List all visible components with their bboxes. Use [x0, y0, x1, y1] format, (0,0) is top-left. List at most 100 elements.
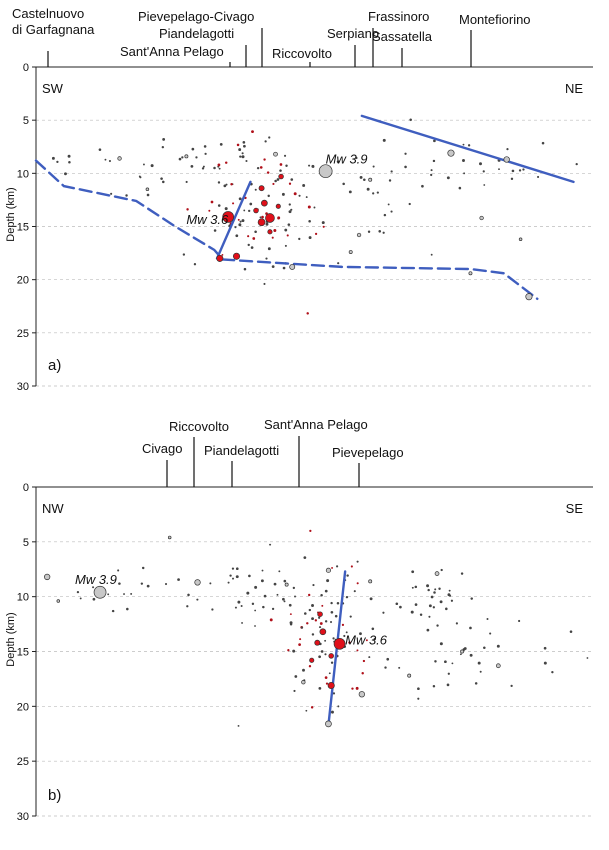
hypocenter-gray	[460, 649, 465, 654]
hypocenter-dot	[410, 610, 414, 614]
hypocenter-gray	[56, 599, 61, 603]
hypocenter-red	[253, 207, 259, 214]
hypocenter-dot	[260, 579, 264, 583]
hypocenter-dot	[372, 192, 375, 195]
hypocenter-dot	[161, 145, 165, 149]
hypocenter-gray	[301, 680, 306, 685]
hypocenter-dot	[318, 626, 322, 629]
hypocenter-dot	[242, 141, 246, 144]
hypocenter-dot	[324, 589, 328, 593]
hypocenter-dot	[432, 684, 436, 688]
hypocenter-dot	[265, 257, 268, 260]
hypocenter-gray	[184, 154, 189, 159]
hypocenter-dot	[264, 140, 267, 143]
hypocenter-dot	[328, 672, 331, 675]
hypocenter-dot	[209, 582, 212, 585]
hypocenter-dot	[235, 575, 239, 579]
hypocenter-dot	[269, 618, 273, 622]
hypocenter-dot	[231, 567, 235, 570]
hypocenter-dot	[343, 634, 346, 638]
hypocenter-dot	[395, 602, 399, 606]
hypocenter-dot	[241, 622, 243, 624]
hypocenter-gray	[273, 151, 278, 157]
hypocenter-dot	[586, 657, 589, 659]
y-axis-label: Depth (km)	[5, 187, 17, 241]
town-label: Pievepelago-Civago	[138, 9, 254, 24]
hypocenter-dot	[288, 203, 291, 206]
hypocenter-dot	[312, 583, 315, 587]
hypocenter-dot	[455, 622, 458, 625]
hypocenter-dot	[162, 180, 165, 184]
hypocenter-dot	[348, 641, 351, 644]
hypocenter-dot	[458, 186, 462, 190]
hypocenter-dot	[123, 593, 125, 595]
hypocenter-red	[327, 681, 335, 690]
hypocenter-dot	[251, 602, 255, 606]
hypocenter-dot	[224, 161, 228, 164]
hypocenter-dot	[450, 599, 454, 602]
hypocenter-gray	[407, 673, 412, 678]
y-tick-label: 0	[23, 482, 29, 494]
hypocenter-dot	[276, 593, 279, 596]
hypocenter-dot	[498, 168, 500, 171]
hypocenter-gray	[468, 271, 473, 276]
hypocenter-dot	[382, 138, 386, 142]
hypocenter-dot	[263, 594, 267, 598]
hypocenter-dot	[308, 164, 311, 167]
hypocenter-dot	[349, 615, 352, 618]
hypocenter-dot	[269, 543, 272, 546]
hypocenter-dot	[434, 660, 437, 663]
y-tick-label: 15	[17, 222, 29, 234]
hypocenter-dot	[483, 184, 486, 186]
hypocenter-dot	[186, 605, 189, 608]
hypocenter-dot	[310, 706, 314, 709]
hypocenter-dot	[419, 613, 423, 617]
cross-section-panel-b: 0 5 10 15 20 25 30 Depth (km) Civago Riccovolto Pi…	[5, 417, 593, 823]
hypocenter-dot	[460, 572, 464, 575]
hypocenter-dot	[117, 569, 120, 572]
hypocenter-dot	[108, 159, 112, 163]
hypocenter-dot	[332, 692, 336, 695]
hypocenter-dot	[387, 203, 390, 206]
hypocenter-dot	[288, 210, 292, 214]
hypocenter-dot	[238, 223, 242, 227]
hypocenter-gray	[518, 237, 523, 242]
hypocenter-dot	[430, 253, 433, 256]
hypocenter-dot	[67, 154, 71, 158]
hypocenter-dot	[266, 171, 270, 174]
hypocenter-dot	[436, 624, 439, 627]
y-tick-label: 0	[23, 62, 29, 74]
town-label: Castelnuovo	[12, 6, 84, 21]
hypocenter-dot	[306, 622, 309, 625]
hypocenter-dot	[474, 682, 478, 685]
y-tick-label: 5	[23, 115, 29, 127]
hypocenter-dot	[518, 169, 522, 172]
hypocenter-dot	[239, 155, 242, 158]
hypocenter-dot	[479, 162, 482, 166]
hypocenter-dot	[432, 159, 436, 163]
hypocenter-dot	[506, 148, 509, 151]
town-label: Montefiorino	[459, 12, 531, 27]
hypocenter-dot	[404, 152, 407, 155]
hypocenter-dot	[462, 143, 465, 146]
town-label: Riccovolto	[272, 46, 332, 61]
hypocenter-dot	[305, 196, 308, 199]
hypocenter-dot	[92, 586, 95, 589]
hypocenter-dot	[203, 145, 207, 148]
hypocenter-dot	[479, 670, 482, 673]
town-label: Frassinoro	[368, 9, 429, 24]
hypocenter-dot	[311, 617, 314, 621]
hypocenter-dot	[426, 584, 430, 588]
hypocenter-dot	[271, 607, 275, 611]
hypocenter-dot	[224, 207, 228, 211]
hypocenter-dot	[298, 237, 301, 241]
hypocenter-dot	[427, 588, 430, 592]
hypocenter-dot	[324, 676, 328, 679]
hypocenter-gray	[434, 571, 440, 576]
hypocenter-dot	[146, 584, 150, 588]
hypocenter-dot	[330, 661, 334, 664]
hypocenter-dot	[279, 169, 282, 172]
hypocenter-gray	[368, 579, 373, 584]
hypocenter-dot	[368, 656, 371, 659]
